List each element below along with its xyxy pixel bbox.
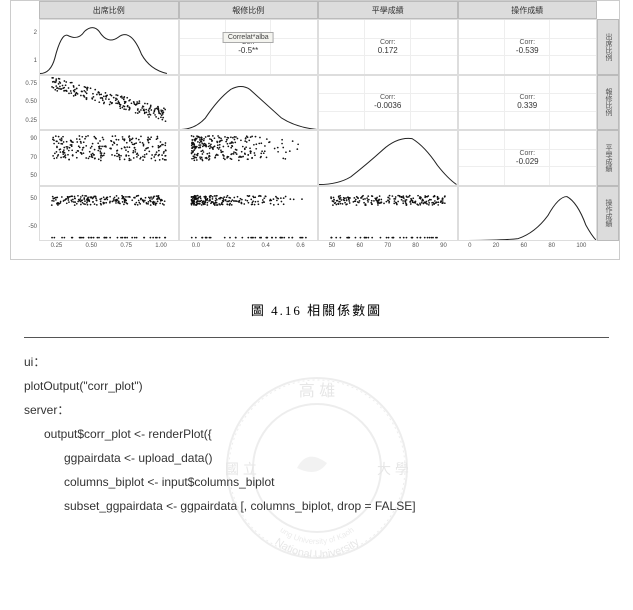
- y-axis-4: 50-50: [11, 186, 39, 242]
- density-4: [458, 186, 598, 242]
- figure-caption: 圖 4.16 相關係數圖: [0, 300, 633, 319]
- x-axis-1: 0.250.500.751.00: [39, 241, 179, 259]
- density-2: [179, 75, 319, 131]
- density-1: [39, 19, 179, 75]
- corr-r2c3: Corr: -0.0036: [318, 75, 458, 131]
- scatter-r3c2: [179, 130, 319, 186]
- density-3: [318, 130, 458, 186]
- row-label-3: 平學成績: [597, 130, 619, 186]
- corr-r1c3: Corr: 0.172: [318, 19, 458, 75]
- col-header-2: 報修比例: [179, 1, 319, 19]
- code-line: columns_biplot <- input$columns_biplot: [24, 470, 609, 494]
- code-line: subset_ggpairdata <- ggpairdata [, colum…: [24, 494, 609, 518]
- row-label-4: 操作成績: [597, 186, 619, 242]
- x-axis-3: 5060708090: [318, 241, 458, 259]
- row-label-1: 出席比例: [597, 19, 619, 75]
- code-line: ui：: [24, 350, 609, 374]
- corr-r3c4: Corr: -0.029: [458, 130, 598, 186]
- code-line: server：: [24, 398, 609, 422]
- code-line: ggpairdata <- upload_data(): [24, 446, 609, 470]
- svg-text:ung University of Kaoh: ung University of Kaoh: [278, 525, 355, 546]
- x-axis-4: 0206080100: [458, 241, 598, 259]
- y-axis-3: 907050: [11, 130, 39, 186]
- scatter-r3c1: [39, 130, 179, 186]
- scatter-r4c1: [39, 186, 179, 242]
- pairs-plot: 出席比例 報修比例 平學成績 操作成績 21 Corr -0.5** Corre…: [10, 0, 620, 260]
- scatter-r4c3: [318, 186, 458, 242]
- corr-r1c2: Corr -0.5** Correlat*alba: [179, 19, 319, 75]
- x-axis-2: 0.00.20.40.6: [179, 241, 319, 259]
- row-label-2: 報修比例: [597, 75, 619, 131]
- corr-r1c4: Corr: -0.539: [458, 19, 598, 75]
- svg-text:National University: National University: [272, 536, 361, 561]
- code-line: output$corr_plot <- renderPlot({: [24, 422, 609, 446]
- col-header-3: 平學成績: [318, 1, 458, 19]
- y-axis-2: 0.750.500.25: [11, 75, 39, 131]
- tooltip: Correlat*alba: [223, 32, 274, 43]
- y-axis-1: 21: [11, 19, 39, 75]
- corr-r2c4: Corr: 0.339: [458, 75, 598, 131]
- code-line: plotOutput("corr_plot"): [24, 374, 609, 398]
- scatter-r2c1: [39, 75, 179, 131]
- col-header-4: 操作成績: [458, 1, 598, 19]
- code-block: 高 雄 國 立 大 學 National University ung Univ…: [24, 337, 609, 518]
- scatter-r4c2: [179, 186, 319, 242]
- col-header-1: 出席比例: [39, 1, 179, 19]
